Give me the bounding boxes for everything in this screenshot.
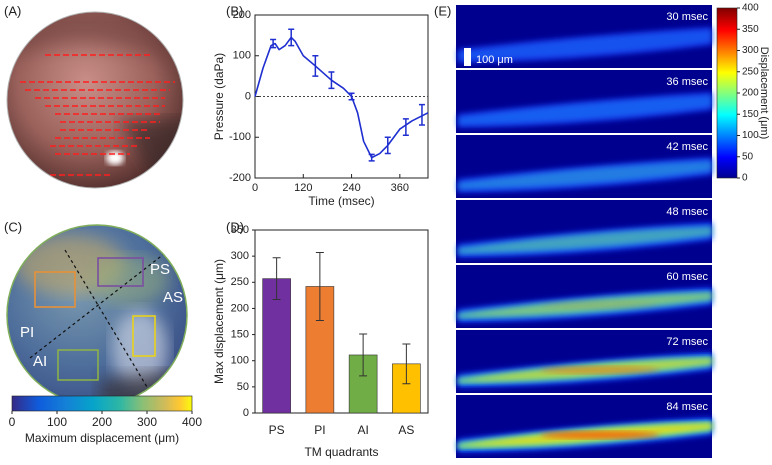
y-tick-label: 200 <box>233 9 251 21</box>
error-caps <box>312 55 319 77</box>
speckle-core <box>540 366 660 374</box>
error-caps <box>348 92 355 101</box>
bar <box>262 278 291 414</box>
colorbar-label: Maximum displacement (μm) <box>25 431 179 445</box>
y-tick-label: 50 <box>237 381 249 393</box>
colorbar-tick-label: 100 <box>742 130 759 141</box>
error-caps <box>270 38 277 49</box>
x-tick-label: 120 <box>294 182 312 194</box>
panel-label: (B) <box>226 3 243 18</box>
photo-c <box>7 225 187 405</box>
quadrant-label: AI <box>33 353 47 370</box>
y-tick-label: 200 <box>231 302 249 314</box>
frame-time: 42 msec <box>666 141 708 153</box>
colorbar-tick-label: 250 <box>742 66 759 77</box>
error-caps <box>368 153 375 162</box>
y-tick-label: 100 <box>231 355 249 367</box>
data-line <box>254 36 429 159</box>
colorbar-tick-label: 0 <box>9 415 16 429</box>
panel-label: (C) <box>4 219 22 234</box>
y-tick-label: -200 <box>229 172 251 184</box>
frame-time: 84 msec <box>666 401 708 413</box>
frame-time: 72 msec <box>666 336 708 348</box>
x-tick-label: 0 <box>252 182 258 194</box>
y-axis-label: Pressure (daPa) <box>212 53 226 140</box>
error-caps <box>384 136 391 155</box>
panel-label: (A) <box>4 3 21 18</box>
colorbar-tick-label: 200 <box>92 415 112 429</box>
error-caps <box>328 71 335 90</box>
panel-label: (D) <box>226 219 244 234</box>
colorbar-tick-label: 350 <box>742 24 759 35</box>
photo-a <box>7 12 183 188</box>
y-tick-label: 0 <box>245 90 251 102</box>
speckle-band <box>458 162 712 188</box>
colorbar <box>11 395 193 412</box>
speckle-core <box>540 431 660 439</box>
quadrant-label: PI <box>20 324 34 341</box>
plot-frame <box>254 229 429 414</box>
y-tick-label: 350 <box>231 224 249 236</box>
frame-time: 60 msec <box>666 271 708 283</box>
x-tick-label: AS <box>398 423 414 437</box>
error-caps <box>418 103 425 126</box>
x-axis-label: Time (msec) <box>308 194 374 208</box>
speckle-band <box>458 30 712 60</box>
y-tick-label: -100 <box>229 131 251 143</box>
colorbar-tick-label: 200 <box>742 88 759 99</box>
x-tick-label: 240 <box>342 182 360 194</box>
colorbar-tick-label: 50 <box>742 151 754 162</box>
scale-bar <box>464 48 471 66</box>
y-tick-label: 0 <box>243 407 249 419</box>
displacement-frames: 30 msec 36 msec 42 msec 48 msec 60 msec 72 ms… <box>456 5 712 458</box>
frame-time: 36 msec <box>666 76 708 88</box>
colorbar-tick-label: 0 <box>742 173 748 184</box>
colorbar-tick-label: 300 <box>742 45 759 56</box>
x-tick-label: 360 <box>391 182 409 194</box>
colorbar-tick-label: 400 <box>182 415 202 429</box>
y-tick-label: 100 <box>233 50 251 62</box>
error-bar <box>359 333 368 377</box>
colorbar <box>716 7 738 179</box>
y-tick-label: 250 <box>231 276 249 288</box>
speckle-band <box>458 95 712 125</box>
panel-label: (E) <box>434 3 451 18</box>
error-bar <box>272 257 281 301</box>
scale-bar-label: 100 μm <box>476 54 513 66</box>
colorbar-label: Displacement (μm) <box>758 47 770 140</box>
error-caps <box>288 28 295 47</box>
y-tick-label: 300 <box>231 250 249 262</box>
x-tick-label: PI <box>314 423 325 437</box>
colorbar-tick-label: 400 <box>742 3 759 14</box>
x-tick-label: AI <box>357 423 368 437</box>
x-axis-label: TM quadrants <box>304 445 378 459</box>
error-caps <box>402 118 409 136</box>
frame-time: 30 msec <box>666 11 708 23</box>
quadrant-label: PS <box>150 261 170 278</box>
colorbar-tick-label: 100 <box>47 415 67 429</box>
colorbar-tick-label: 300 <box>137 415 157 429</box>
y-axis-label: Max displacement (μm) <box>212 259 226 384</box>
x-tick-label: PS <box>269 423 285 437</box>
speckle-core <box>540 301 660 309</box>
colorbar-tick-label: 150 <box>742 109 759 120</box>
y-tick-label: 150 <box>231 328 249 340</box>
speckle-band <box>458 228 712 252</box>
error-bar <box>315 251 324 321</box>
frame-time: 48 msec <box>666 206 708 218</box>
error-bar <box>402 343 411 385</box>
quadrant-label: AS <box>163 289 183 306</box>
